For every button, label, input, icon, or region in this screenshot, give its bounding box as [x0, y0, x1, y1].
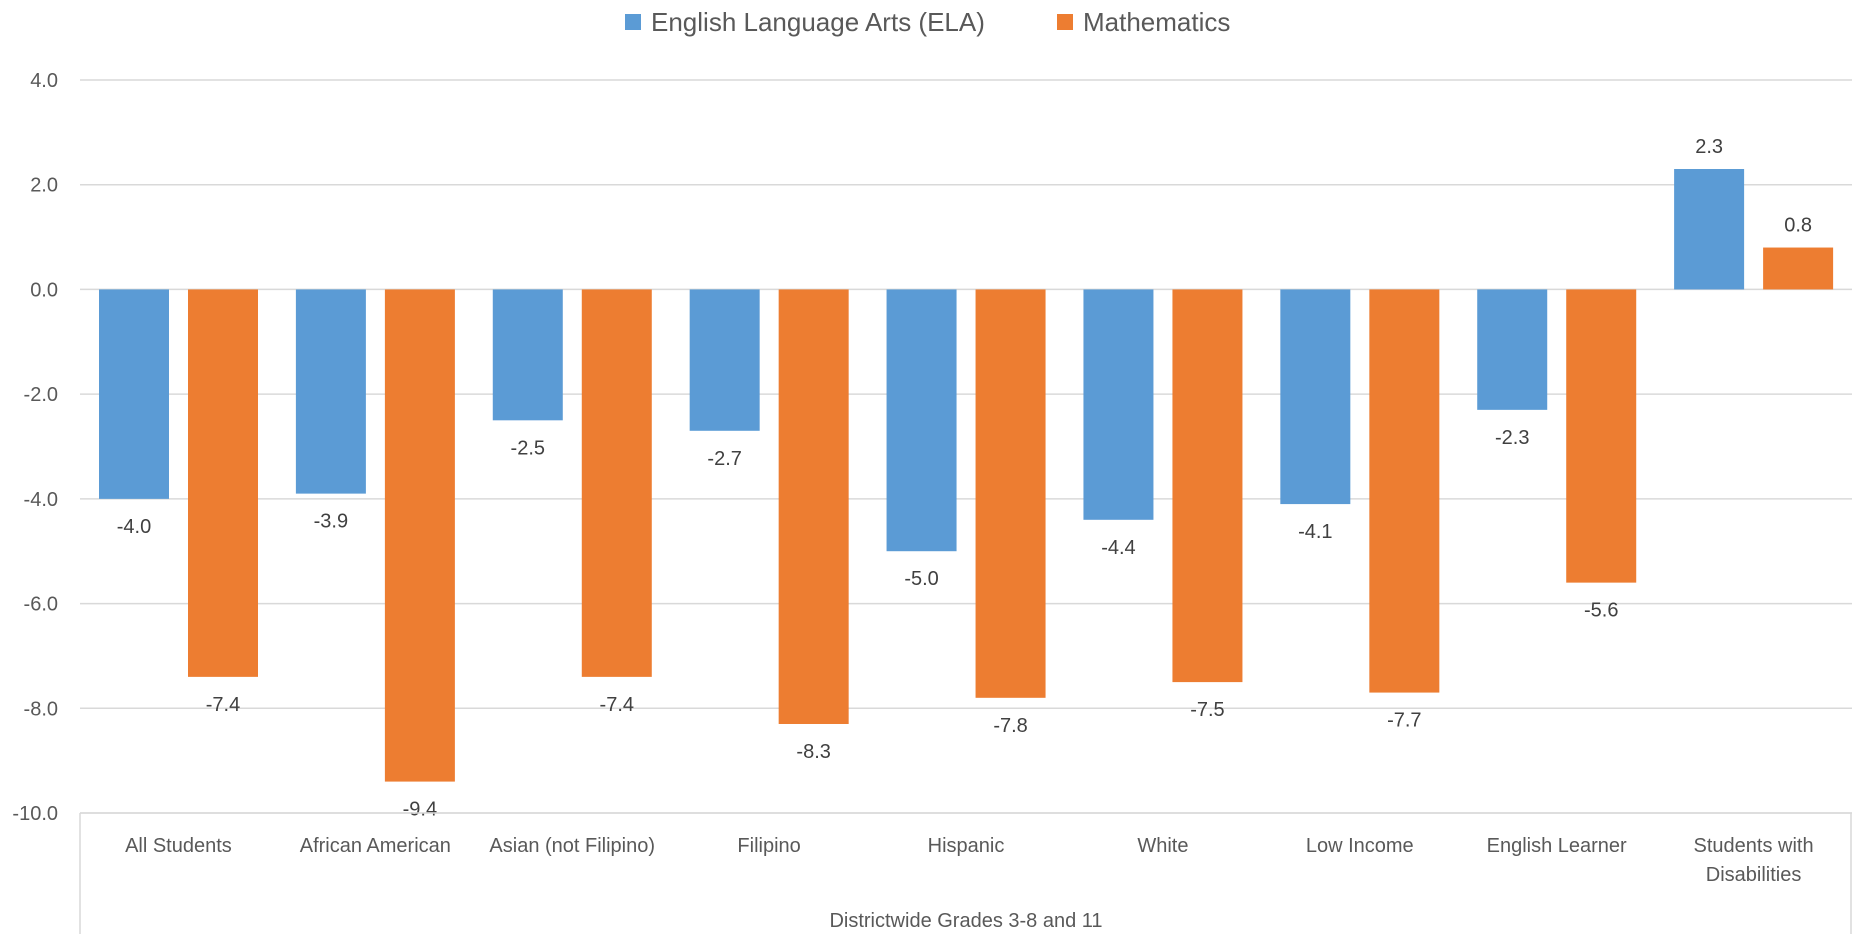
data-label: -7.7 — [1387, 710, 1421, 732]
data-label: -2.3 — [1495, 427, 1529, 449]
data-label: -4.1 — [1298, 521, 1332, 543]
bar — [1280, 289, 1351, 505]
data-label: -4.4 — [1101, 537, 1135, 559]
legend: English Language Arts (ELA) Mathematics — [625, 7, 1230, 37]
x-tick-label: Asian (not Filipino) — [489, 835, 655, 857]
bar — [689, 289, 760, 431]
data-label: 2.3 — [1695, 136, 1723, 158]
data-label: -3.9 — [314, 511, 348, 533]
x-tick-label: English Learner — [1487, 835, 1627, 857]
bars — [99, 169, 1834, 782]
legend-swatch — [625, 14, 641, 30]
y-tick-label: -10.0 — [12, 803, 58, 825]
x-tick-label: African American — [300, 835, 451, 857]
bar — [295, 289, 366, 494]
bar — [581, 289, 652, 677]
data-label: 0.8 — [1784, 215, 1812, 237]
bar — [1369, 289, 1440, 693]
data-label: -7.8 — [993, 715, 1027, 737]
legend-label: English Language Arts (ELA) — [651, 7, 985, 37]
gridlines — [80, 79, 1852, 814]
x-tick-label: White — [1137, 835, 1188, 857]
data-label: -7.4 — [206, 694, 240, 716]
y-tick-label: 2.0 — [30, 175, 58, 197]
bar — [1763, 247, 1834, 290]
data-labels: -4.0 -3.9 -2.5 -2.7 -5.0 -4.4 -4.1 -2.3 2.3 -7.4 -… — [117, 136, 1812, 821]
data-label: -8.3 — [796, 741, 830, 763]
y-tick-label: -4.0 — [24, 489, 58, 511]
x-tick-label: Students with Disabilities — [1694, 835, 1814, 886]
bar — [975, 289, 1046, 698]
y-tick-label: 0.0 — [30, 279, 58, 301]
bar — [1083, 289, 1154, 520]
data-label: -2.5 — [511, 437, 545, 459]
y-tick-label: -6.0 — [24, 594, 58, 616]
bar — [99, 289, 169, 499]
legend-label: Mathematics — [1083, 7, 1230, 37]
bar — [1477, 289, 1548, 410]
bar — [1674, 169, 1745, 290]
data-label: -5.0 — [904, 568, 938, 590]
y-axis: 4.0 2.0 0.0 -2.0 -4.0 -6.0 -8.0 -10.0 — [12, 70, 58, 825]
bar — [492, 289, 563, 421]
y-tick-label: 4.0 — [30, 70, 58, 92]
data-label: -2.7 — [707, 448, 741, 470]
group-label: Districtwide Grades 3-8 and 11 — [829, 910, 1102, 932]
bar — [778, 289, 849, 724]
legend-swatch — [1057, 14, 1073, 30]
bar — [886, 289, 957, 552]
y-tick-label: -2.0 — [24, 384, 58, 406]
data-label: -5.6 — [1584, 600, 1618, 622]
bar — [384, 289, 455, 782]
data-label: -9.4 — [403, 799, 437, 821]
y-tick-label: -8.0 — [24, 698, 58, 720]
x-tick-label: Hispanic — [928, 835, 1005, 857]
data-label: -7.4 — [600, 694, 634, 716]
bar — [1566, 289, 1637, 583]
x-tick-label: Low Income — [1306, 835, 1414, 857]
bar — [188, 289, 258, 677]
data-label: -4.0 — [117, 516, 151, 538]
data-label: -7.5 — [1190, 699, 1224, 721]
x-tick-label: All Students — [125, 835, 232, 857]
bar — [1172, 289, 1243, 683]
x-axis: All Students African American Asian (not F… — [79, 812, 1852, 934]
x-tick-label: Filipino — [737, 835, 800, 857]
